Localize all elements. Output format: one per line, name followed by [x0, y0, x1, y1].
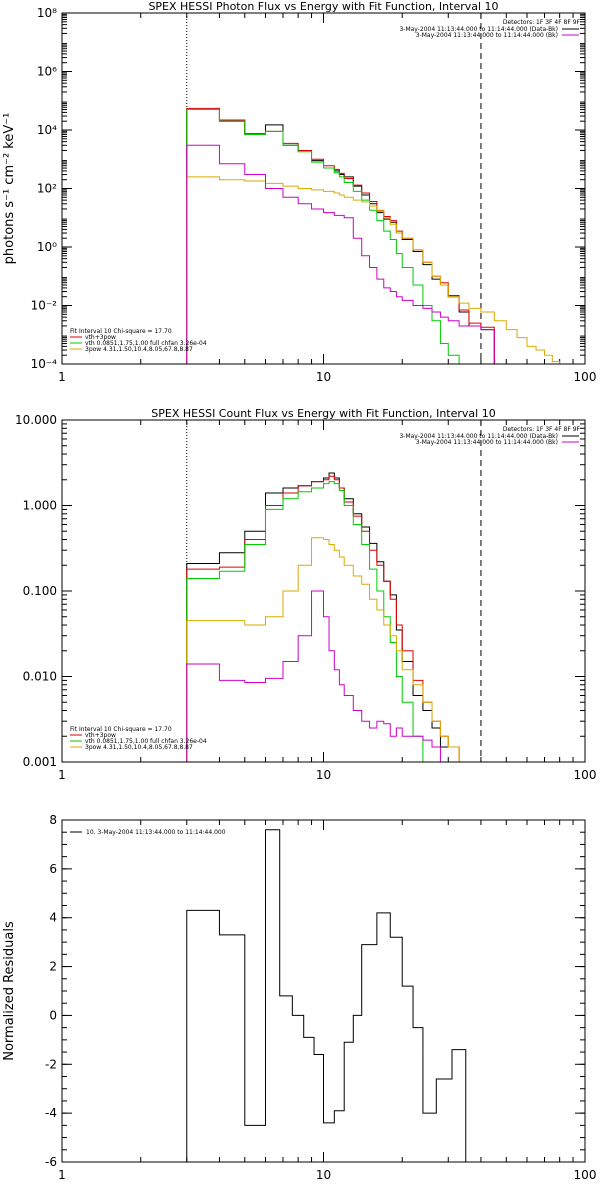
- y-tick-label: 0: [49, 1008, 57, 1022]
- fit-legend-header: Fit Interval 10 Chi-square = 17.70: [70, 328, 172, 335]
- x-tick-label: 10: [316, 768, 331, 782]
- plot-frame: [61, 12, 586, 365]
- series-group: [186, 829, 481, 1162]
- chart-title: SPEX HESSI Count Flux vs Energy with Fit…: [151, 407, 495, 420]
- series-group: [186, 107, 561, 364]
- legend-header: Detectors: 1F 3F 4F 8F 9F: [503, 426, 581, 433]
- x-tick-label: 100: [574, 1168, 597, 1182]
- series-line-1: [186, 109, 495, 364]
- fit-legend-label: 3pow 4.31,1.50,10.4,8.05,67.8,8.87: [85, 346, 193, 353]
- y-tick-label: 1.000: [23, 499, 57, 513]
- series-line-1: [186, 829, 481, 1162]
- panel-3: Normalized Residuals 1 10 100 -6 -4 -2 0 2 4 6 8 10.…: [2, 813, 596, 1182]
- x-tick-label: 100: [574, 768, 597, 782]
- y-tick-label: 6: [49, 862, 57, 876]
- fit-legend-label: 3pow 4.31,1.50,10.4,8.05,67.8,8.87: [85, 744, 193, 751]
- y-tick-label: 8: [49, 813, 57, 827]
- fit-legend-label: vth+3pow: [85, 334, 116, 341]
- y-tick-label: 2: [49, 960, 57, 974]
- legend-header: Detectors: 1F 3F 4F 8F 9F: [503, 19, 581, 26]
- y-tick-label: 10⁰: [37, 240, 57, 254]
- series-line-4: [186, 537, 495, 762]
- y-tick-label: 10⁸: [37, 6, 57, 20]
- plot-frame: [61, 819, 586, 1163]
- fit-legend-header: Fit Interval 10 Chi-square = 17.70: [70, 726, 172, 733]
- y-tick-label: 10²: [37, 182, 57, 196]
- series-line-5: [186, 144, 495, 364]
- y-tick-label: 10.000: [15, 413, 57, 427]
- series-line-3: [186, 481, 495, 762]
- series-line-5: [186, 590, 495, 762]
- legend-entry-label: 3-May-2004 11:13:44.000 to 11:14:44.000 …: [399, 433, 558, 440]
- series-line-1: [186, 472, 495, 762]
- plot-frame: [61, 419, 586, 763]
- x-tick-label: 1: [58, 370, 66, 384]
- y-axis-label: Normalized Residuals: [2, 921, 17, 1061]
- y-tick-label: 10⁻²: [31, 299, 58, 313]
- y-tick-label: -6: [45, 1155, 57, 1169]
- fit-legend-label: vth+3pow: [85, 732, 116, 739]
- legend-entry-label: 3-May-2004 11:13:44.000 to 11:14:44.000 …: [416, 439, 558, 446]
- legend-entry-label: 3-May-2004 11:13:44.000 to 11:14:44.000 …: [399, 26, 558, 33]
- series-line-3: [186, 109, 495, 364]
- y-tick-label: 10⁶: [37, 65, 57, 79]
- y-tick-label: 0.001: [23, 755, 57, 769]
- chart-title: SPEX HESSI Photon Flux vs Energy with Fi…: [148, 0, 498, 13]
- x-tick-label: 1: [58, 768, 66, 782]
- x-tick-label: 1: [58, 1168, 66, 1182]
- y-tick-label: 10⁻⁴: [31, 357, 58, 371]
- series-line-2: [186, 475, 495, 762]
- y-tick-label: -2: [45, 1057, 57, 1071]
- y-tick-label: 4: [49, 911, 57, 925]
- x-tick-label: 100: [574, 370, 597, 384]
- series-line-4: [186, 176, 561, 364]
- x-tick-label: 10: [316, 370, 331, 384]
- panel-2: SPEX HESSI Count Flux vs Energy with Fit…: [15, 407, 596, 782]
- y-tick-label: 10⁴: [37, 123, 57, 137]
- series-group: [186, 472, 495, 762]
- y-axis-label: photons s⁻¹ cm⁻² keV⁻¹: [2, 113, 17, 265]
- legend-entry-label: 3-May-2004 11:13:44.000 to 11:14:44.000 …: [416, 32, 558, 39]
- y-tick-label: -4: [45, 1106, 57, 1120]
- fit-legend-label: vth 0.0851,1.75,1.00 full chfan 3.26e-04: [85, 340, 207, 347]
- panel-1: SPEX HESSI Photon Flux vs Energy with Fi…: [2, 0, 596, 384]
- x-tick-label: 10: [316, 1168, 331, 1182]
- legend-entry-label: 10. 3-May-2004 11:13:44.000 to 11:14:44.…: [86, 829, 226, 836]
- series-line-2: [186, 107, 495, 364]
- fit-legend-label: vth 0.0851,1.75,1.00 full chfan 3.26e-04: [85, 738, 207, 745]
- y-tick-label: 0.010: [23, 670, 57, 684]
- y-tick-label: 0.100: [23, 584, 57, 598]
